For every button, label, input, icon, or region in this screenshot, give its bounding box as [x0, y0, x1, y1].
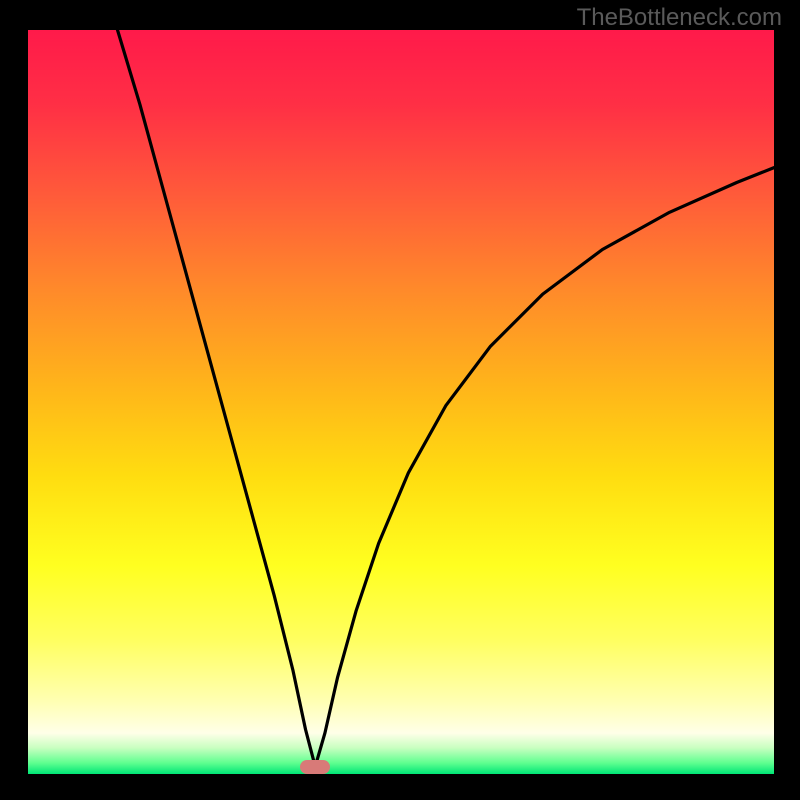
- minimum-marker: [300, 760, 330, 774]
- watermark-text: TheBottleneck.com: [577, 4, 782, 32]
- plot-area: [28, 30, 774, 774]
- curve-svg: [28, 30, 774, 774]
- bottleneck-curve: [118, 30, 774, 767]
- chart-container: TheBottleneck.com: [0, 0, 800, 800]
